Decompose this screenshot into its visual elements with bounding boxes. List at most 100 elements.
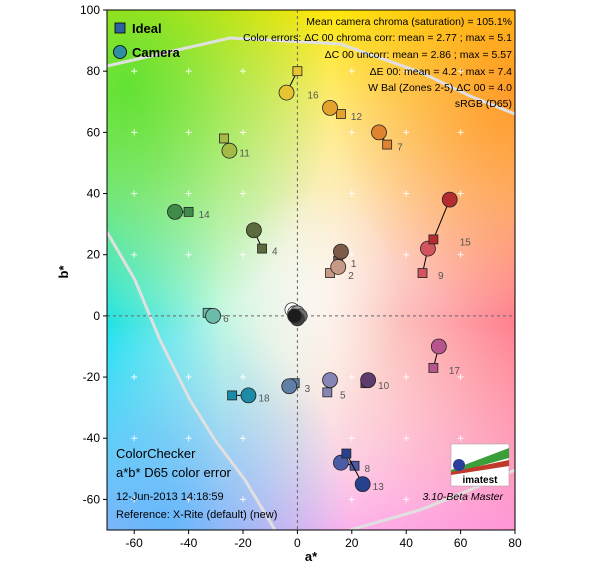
patch-15-label: 15 — [460, 237, 472, 248]
y-tick-label: -60 — [83, 492, 101, 506]
grid-cross — [131, 129, 138, 136]
patch-8-camera — [333, 454, 349, 471]
patch-17-label: 17 — [449, 366, 461, 377]
y-tick-label: 40 — [87, 187, 101, 201]
chart-info-block: ColorChecker a*b* D65 color error 12-Jun… — [116, 446, 277, 521]
patch-4-camera — [245, 222, 262, 239]
x-tick-label: -60 — [126, 536, 144, 550]
patch-11-label: 11 — [239, 149, 250, 160]
grid-cross — [457, 129, 464, 136]
grid-cross — [457, 496, 464, 503]
patch-15-ideal — [428, 234, 439, 245]
x-tick-label: 80 — [508, 536, 522, 550]
y-tick-label: 80 — [87, 64, 101, 78]
grid-cross — [131, 68, 138, 75]
patch-5-label: 5 — [340, 390, 346, 401]
grid-cross — [348, 129, 355, 136]
legend-camera-label: Camera — [132, 45, 180, 60]
patch-11-camera — [221, 142, 238, 159]
grid-cross — [185, 496, 192, 503]
x-tick-label: 40 — [400, 536, 414, 550]
patch-16-label: 16 — [307, 91, 319, 102]
grid-cross — [185, 129, 192, 136]
grid-cross — [348, 190, 355, 197]
y-tick-label: 100 — [80, 3, 100, 17]
patch-13-camera — [354, 476, 371, 493]
x-tick-labels: -60 -40 -20 0 20 40 60 80 — [126, 530, 522, 550]
grid-cross — [185, 190, 192, 197]
legend-ideal-label: Ideal — [132, 21, 162, 36]
y-axis-label: b* — [56, 265, 71, 279]
logo-text: imatest — [462, 475, 498, 486]
neutral-patches — [284, 302, 308, 327]
chart-title-line-2: a*b* D65 color error — [116, 465, 232, 480]
neutral-patch — [287, 308, 303, 324]
grid-cross — [403, 435, 410, 442]
patch-6-label: 6 — [223, 314, 229, 325]
grid-crosses — [131, 68, 464, 503]
grid-cross — [403, 129, 410, 136]
patch-9-ideal — [417, 268, 428, 278]
patch-8-label: 8 — [365, 464, 371, 475]
grid-cross — [131, 496, 138, 503]
y-tick-label: -40 — [83, 431, 101, 445]
grid-cross — [348, 251, 355, 258]
patch-14-label: 14 — [199, 210, 211, 221]
annotation-line-1: Mean camera chroma (saturation) = 105.1% — [306, 16, 512, 28]
grid-cross — [403, 251, 410, 258]
x-tick-label: -40 — [180, 536, 198, 550]
plot-frame — [106, 9, 516, 531]
patch-17-ideal — [428, 362, 439, 373]
annotation-line-4: ΔE 00: mean = 4.2 ; max = 7.4 — [370, 66, 513, 78]
grid-cross — [403, 496, 410, 503]
patch-18-ideal — [227, 390, 238, 401]
grid-cross — [185, 251, 192, 258]
grid-cross — [131, 435, 138, 442]
x-tick-label: 20 — [345, 536, 359, 550]
patch-15-camera — [441, 191, 458, 208]
grid-cross — [240, 496, 246, 503]
grid-cross — [457, 251, 464, 258]
grid-cross — [131, 374, 138, 381]
annotation-line-5: W Bal (Zones 2-5) ΔC 00 = 4.0 — [368, 82, 512, 94]
grid-cross — [240, 129, 246, 136]
imatest-logo: imatest — [450, 443, 510, 487]
grid-cross — [457, 435, 464, 442]
patch-6-camera — [205, 307, 221, 324]
grid-cross — [348, 374, 355, 381]
grid-cross — [240, 374, 246, 381]
grid-cross — [403, 374, 410, 381]
error-summary: Mean camera chroma (saturation) = 105.1%… — [243, 16, 512, 110]
patch-18-camera — [240, 387, 257, 404]
grid-cross — [457, 68, 464, 75]
chart-reference: Reference: X-Rite (default) (new) — [116, 509, 277, 521]
annotation-line-2: Color errors: ΔC 00 chroma corr: mean = … — [243, 32, 512, 44]
axes — [106, 9, 516, 531]
patch-16-ideal — [292, 66, 303, 77]
patch-16-camera — [278, 84, 295, 101]
patch-14-camera — [167, 203, 183, 220]
legend-camera-marker — [113, 45, 127, 59]
patch-13-ideal — [341, 448, 352, 459]
patch-5-ideal — [322, 387, 333, 398]
x-tick-label: 60 — [454, 536, 468, 550]
patch-9-label: 9 — [438, 271, 444, 282]
patch-7-ideal — [382, 139, 393, 150]
patch-2-camera — [330, 259, 347, 275]
y-tick-label: 20 — [87, 248, 101, 262]
x-axis-label: a* — [305, 549, 318, 564]
grid-cross — [348, 68, 355, 75]
grid-cross — [131, 190, 138, 197]
annotation-line-3: ΔC 00 uncorr: mean = 2.86 ; max = 5.57 — [325, 49, 513, 61]
patch-1-label: 1 — [351, 259, 357, 270]
patch-9-camera — [420, 240, 436, 257]
patch-13-label: 13 — [373, 482, 385, 493]
grid-cross — [240, 251, 246, 258]
patch-7-label: 7 — [397, 143, 403, 154]
y-tick-label: 60 — [87, 125, 101, 139]
patch-11-ideal — [219, 133, 229, 144]
patch-5-camera — [322, 372, 338, 389]
chart-title-line-1: ColorChecker — [116, 446, 196, 461]
